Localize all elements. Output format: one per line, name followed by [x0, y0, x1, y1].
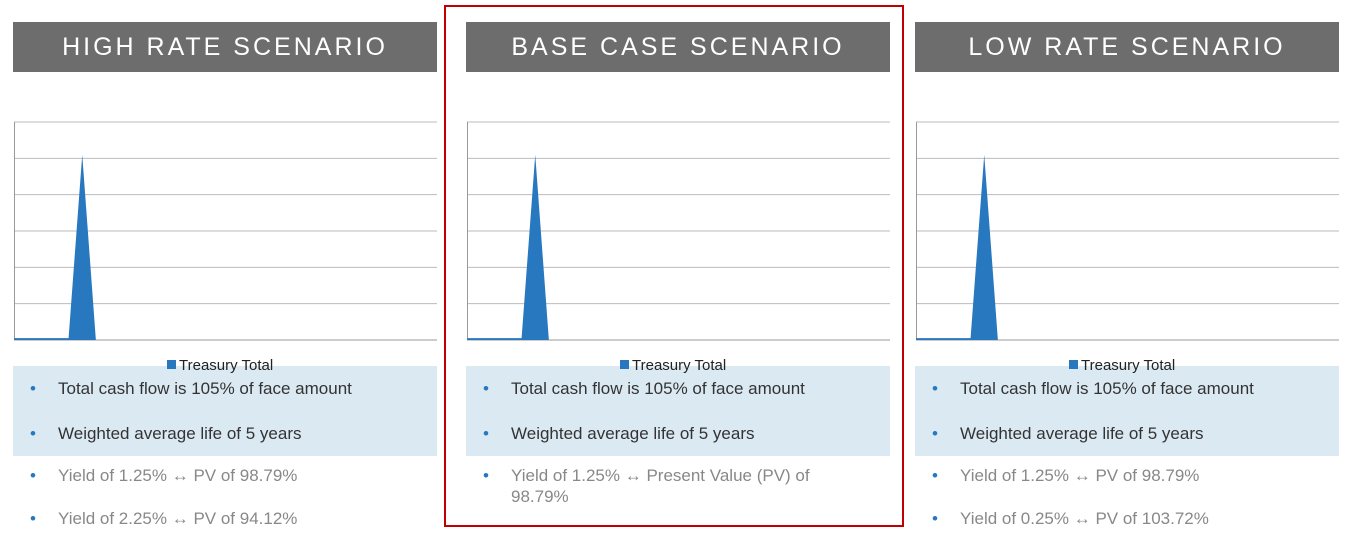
bullet-note: Yield of 0.25% ↔ PV of 103.72% — [915, 499, 1300, 542]
panel-title: LOW RATE SCENARIO — [915, 22, 1339, 72]
highlight-box: Total cash flow is 105% of face amountWe… — [466, 366, 890, 456]
bullet: Weighted average life of 5 years — [13, 411, 398, 456]
bullet-note: Yield of 2.25% ↔ PV of 94.12% — [13, 499, 398, 542]
bullet: Weighted average life of 5 years — [466, 411, 851, 456]
chart: Treasury Total — [916, 121, 1339, 374]
highlight-box: Total cash flow is 105% of face amountWe… — [13, 366, 437, 456]
area — [916, 154, 1339, 340]
selected-outline — [444, 5, 904, 527]
highlight-box: Total cash flow is 105% of face amountWe… — [915, 366, 1339, 456]
bullet-note: Yield of 1.25% ↔ PV of 98.79% — [13, 456, 398, 499]
bullet: Total cash flow is 105% of face amount — [466, 366, 851, 411]
bullet: Total cash flow is 105% of face amount — [915, 366, 1300, 411]
bullet-note: Yield of 1.25% ↔ PV of 98.79% — [915, 456, 1300, 499]
chart: Treasury Total — [14, 121, 437, 374]
panel-title: HIGH RATE SCENARIO — [13, 22, 437, 72]
area — [14, 154, 437, 340]
scenario-panel: LOW RATE SCENARIO Treasury TotalTotal cas… — [915, 22, 1339, 542]
bullet-note: Yield of 1.25% ↔ Present Value (PV) of 9… — [466, 456, 851, 520]
legend-swatch — [167, 360, 176, 369]
bullet: Weighted average life of 5 years — [915, 411, 1300, 456]
legend-swatch — [1069, 360, 1078, 369]
scenario-panel: HIGH RATE SCENARIO Treasury TotalTotal ca… — [13, 22, 437, 542]
bullet: Total cash flow is 105% of face amount — [13, 366, 398, 411]
legend-swatch — [620, 360, 629, 369]
panel-title: BASE CASE SCENARIO — [466, 22, 890, 72]
